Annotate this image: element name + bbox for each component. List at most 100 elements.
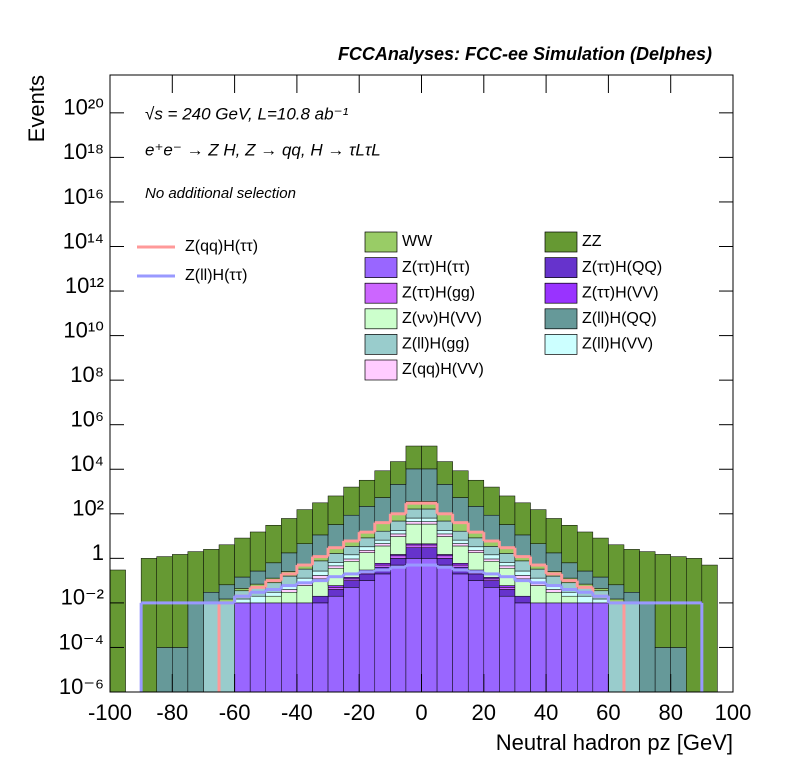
histogram-bar (234, 602, 251, 692)
histogram-bar (561, 595, 578, 604)
histogram-bar (545, 592, 562, 604)
histogram-bar (499, 553, 516, 563)
histogram-bar (343, 587, 360, 692)
histogram-bar (358, 537, 376, 548)
histogram-bar (343, 578, 360, 581)
histogram-bar (467, 580, 485, 692)
legend-swatch (544, 231, 578, 253)
histogram-bar (296, 585, 313, 604)
histogram-bar (514, 595, 531, 604)
legend-swatch (544, 334, 578, 355)
histogram-bar (561, 592, 578, 597)
y-tick-label: 10¹⁰ (63, 317, 104, 342)
y-tick-label: 10¹² (65, 273, 104, 298)
histogram-bar (499, 589, 516, 597)
histogram-bar (405, 445, 422, 470)
legend-label: Z(ll)H(QQ) (582, 310, 657, 327)
x-tick-label: 0 (415, 700, 427, 725)
histogram-bar (608, 584, 625, 600)
histogram-bar (343, 554, 360, 560)
histogram-bar (452, 497, 469, 524)
x-tick-label: -60 (219, 700, 251, 725)
histogram-bar (218, 602, 235, 692)
histogram-bar (327, 565, 344, 569)
x-axis-label: Neutral hadron pz [GeV] (496, 730, 733, 755)
y-tick-label: 10⁶ (70, 407, 104, 432)
histogram-bar (405, 508, 422, 519)
histogram-bar (234, 598, 251, 604)
histogram-bar (358, 552, 376, 571)
histogram-bar (249, 602, 267, 692)
histogram-bar (390, 564, 407, 692)
legend-label: Z(νν)H(VV) (402, 310, 482, 327)
histogram-bar (577, 602, 594, 692)
histogram-bar (452, 563, 469, 566)
histogram-bar (390, 530, 407, 535)
histogram-bar (203, 602, 220, 692)
y-tick-label: 10⁻² (61, 585, 104, 610)
y-tick-label: 10¹⁸ (63, 139, 104, 164)
histogram-bar (390, 555, 407, 559)
histogram-bar (436, 533, 453, 537)
histogram-bar (592, 588, 609, 592)
legend-swatch (364, 334, 398, 355)
legend-label: Z(ττ)H(QQ) (582, 259, 662, 276)
histogram-bar (312, 534, 329, 557)
histogram-bar (436, 461, 453, 485)
histogram-bar (218, 544, 235, 586)
histogram-bar (623, 592, 640, 604)
histogram-bar (405, 558, 422, 692)
histogram-bar (358, 580, 376, 692)
y-tick-label: 10²⁰ (63, 95, 104, 120)
histogram-bar (421, 468, 438, 502)
axes: 10⁻⁶ 10⁻⁴ 10⁻² 1 10² 10⁴ 10⁶ 10⁸ 10¹⁰ 10¹² 10¹⁴ 10¹… (58, 75, 751, 725)
histogram-bar (545, 518, 562, 554)
histogram-bar (327, 589, 344, 597)
histogram-bar (499, 524, 516, 549)
histogram-bar (203, 549, 220, 593)
histogram-bar (483, 587, 500, 692)
legend-swatch (544, 282, 578, 304)
histogram-bar (452, 530, 469, 541)
histogram-bar (421, 547, 438, 559)
histogram-bar (390, 533, 407, 537)
histogram-bar (390, 461, 407, 485)
legend-swatch (364, 359, 398, 381)
histogram-bar (670, 647, 687, 692)
histogram-bar (187, 551, 204, 604)
annotation: √s = 240 GeV, L=10.8 ab⁻¹ (145, 104, 349, 123)
histogram-bar (623, 602, 640, 692)
histogram-bar (421, 445, 438, 470)
histogram-bar (467, 552, 485, 571)
histogram-bar (312, 602, 329, 692)
histogram-bar (234, 576, 251, 589)
y-axis-label: Events (24, 75, 49, 142)
histogram-bar (312, 570, 329, 576)
histogram-bar (467, 479, 485, 507)
x-tick-label: 40 (534, 700, 558, 725)
histogram-bar (312, 560, 329, 572)
histogram-bar (343, 558, 360, 562)
histogram-bar (327, 585, 344, 588)
histogram-bar (654, 554, 671, 648)
histogram-bar (654, 647, 671, 692)
histogram-bar (312, 575, 329, 580)
histogram-bar (218, 584, 235, 600)
histogram-bar (436, 564, 453, 692)
histogram-bar (187, 602, 204, 692)
histogram-bar (405, 544, 422, 548)
legend-label: Z(qq)H(ττ) (185, 238, 258, 255)
histogram-bar (390, 520, 407, 531)
histogram-bar (592, 598, 609, 604)
histogram-bar (374, 543, 391, 547)
x-tick-label: 20 (472, 700, 496, 725)
histogram-bar (514, 570, 531, 576)
legend-label: Z(qq)H(VV) (402, 361, 484, 378)
histogram-bar (545, 602, 562, 692)
histogram-bar (343, 546, 360, 556)
legend-label: Z(ll)H(VV) (582, 336, 653, 353)
histogram-bar (436, 520, 453, 531)
histogram-bar (405, 521, 422, 525)
histogram-bar (514, 602, 531, 692)
